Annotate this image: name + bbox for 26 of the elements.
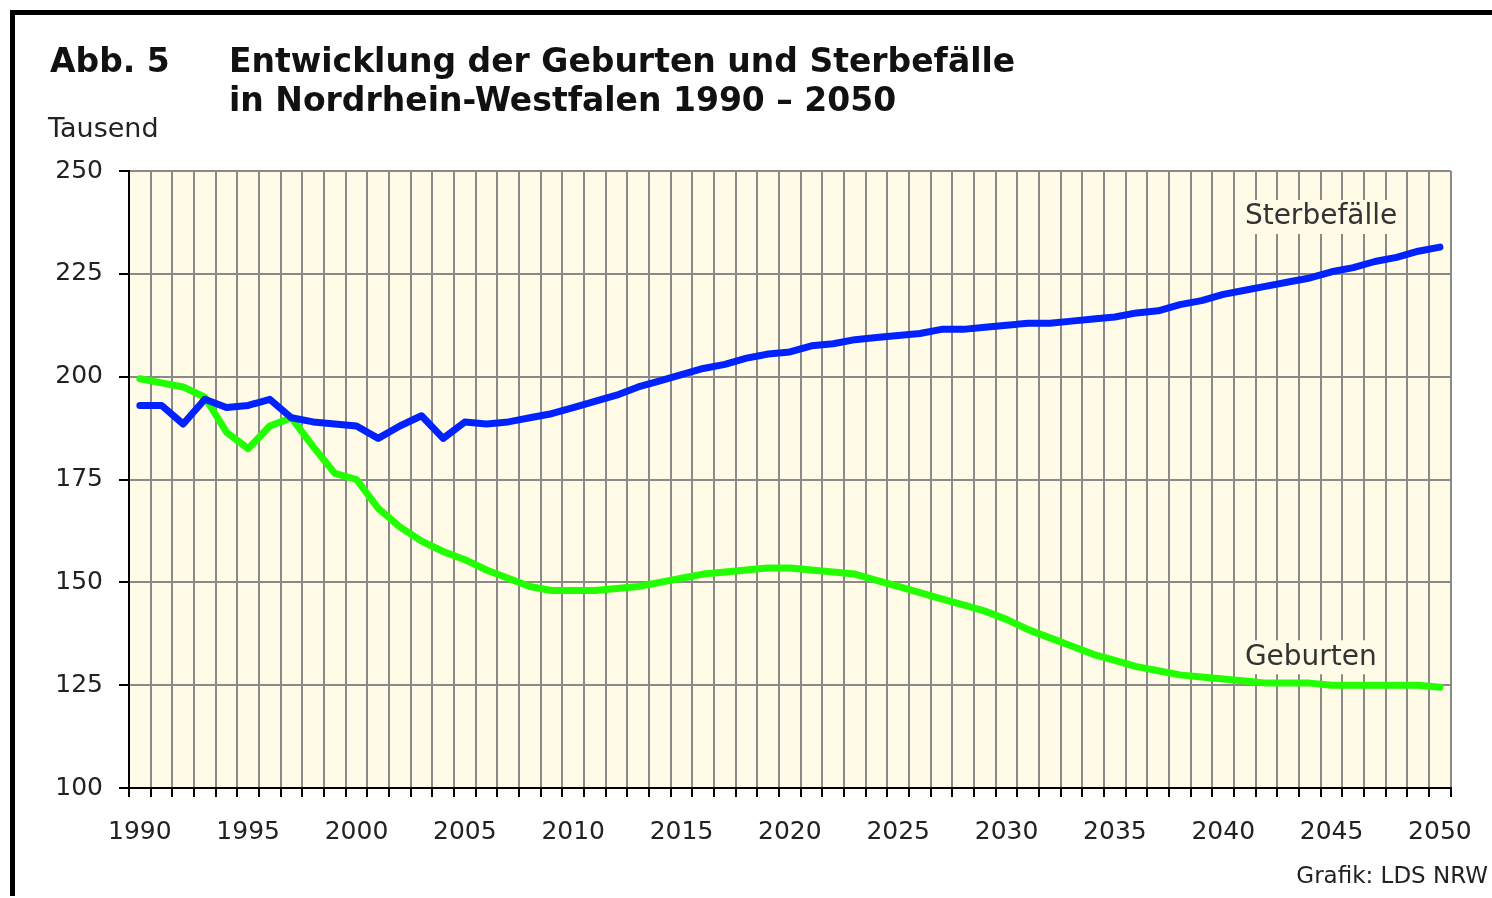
series-label: Geburten	[1244, 638, 1377, 672]
y-axis-title: Tausend	[48, 112, 159, 144]
y-tick-label: 100	[55, 771, 103, 801]
y-tick-label: 250	[55, 154, 103, 184]
y-tick-label: 125	[55, 668, 103, 698]
x-tick-label: 2010	[541, 815, 605, 845]
x-tick-label: 2020	[758, 815, 822, 845]
x-tick-label: 2035	[1083, 815, 1147, 845]
x-tick-label: 2050	[1408, 815, 1472, 845]
series-label: Sterbefälle	[1244, 198, 1398, 232]
chart-title: Entwicklung der Geburten und Sterbefälle in Nordrhein-Westfalen 1990 – 2050	[229, 41, 1016, 119]
y-tick-label: 200	[55, 360, 103, 390]
x-tick-label: 1990	[108, 815, 172, 845]
x-tick-label: 1995	[216, 815, 280, 845]
x-tick-label: 2005	[433, 815, 497, 845]
y-tick-label: 225	[55, 257, 103, 287]
x-tick-label: 2030	[974, 815, 1039, 845]
x-tick-label: 2025	[866, 815, 931, 845]
x-tick-label: 2015	[649, 815, 714, 845]
x-tick-label: 2045	[1299, 815, 1364, 845]
x-tick-label: 2040	[1191, 815, 1256, 845]
caption: Abb. 5	[50, 41, 170, 80]
y-tick-label: 150	[55, 565, 103, 595]
x-tick-label: 2000	[324, 815, 389, 845]
y-tick-label: 175	[55, 463, 103, 492]
text: Grafik: LDS NRW	[1296, 862, 1488, 889]
